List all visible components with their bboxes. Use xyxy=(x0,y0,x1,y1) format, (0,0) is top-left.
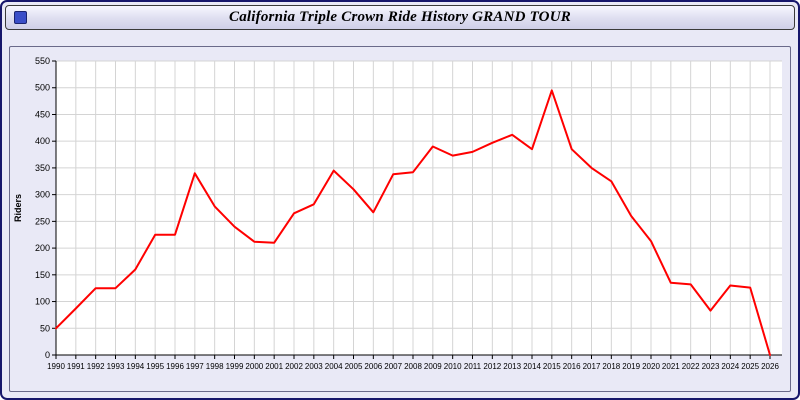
svg-text:2012: 2012 xyxy=(483,362,501,371)
chart-title: California Triple Crown Ride History GRA… xyxy=(229,9,571,25)
svg-text:500: 500 xyxy=(35,83,50,93)
svg-text:2004: 2004 xyxy=(325,362,343,371)
svg-text:2002: 2002 xyxy=(285,362,303,371)
svg-text:2016: 2016 xyxy=(563,362,581,371)
svg-text:450: 450 xyxy=(35,109,50,119)
svg-text:2006: 2006 xyxy=(364,362,382,371)
svg-text:300: 300 xyxy=(35,190,50,200)
title-bar: California Triple Crown Ride History GRA… xyxy=(5,5,795,30)
svg-text:2003: 2003 xyxy=(305,362,323,371)
svg-text:2017: 2017 xyxy=(583,362,601,371)
svg-text:1991: 1991 xyxy=(67,362,85,371)
svg-text:200: 200 xyxy=(35,243,50,253)
svg-text:50: 50 xyxy=(40,323,50,333)
svg-text:2014: 2014 xyxy=(523,362,541,371)
svg-text:1997: 1997 xyxy=(186,362,204,371)
svg-text:2013: 2013 xyxy=(503,362,521,371)
svg-text:550: 550 xyxy=(35,56,50,66)
svg-text:1998: 1998 xyxy=(206,362,224,371)
svg-text:150: 150 xyxy=(35,270,50,280)
svg-text:100: 100 xyxy=(35,297,50,307)
svg-text:2008: 2008 xyxy=(404,362,422,371)
svg-text:2023: 2023 xyxy=(702,362,720,371)
svg-text:1995: 1995 xyxy=(146,362,164,371)
svg-text:2009: 2009 xyxy=(424,362,442,371)
svg-text:1992: 1992 xyxy=(87,362,105,371)
svg-text:2019: 2019 xyxy=(622,362,640,371)
chart-panel: 0 50 100 150 200 250 300 350 400 450 500 550 1990 199… xyxy=(9,46,791,392)
svg-text:250: 250 xyxy=(35,216,50,226)
svg-text:2024: 2024 xyxy=(721,362,739,371)
svg-text:2018: 2018 xyxy=(602,362,620,371)
svg-text:2026: 2026 xyxy=(761,362,779,371)
svg-text:2000: 2000 xyxy=(245,362,263,371)
svg-text:2021: 2021 xyxy=(662,362,680,371)
svg-text:400: 400 xyxy=(35,136,50,146)
svg-text:2011: 2011 xyxy=(464,362,482,371)
svg-text:2022: 2022 xyxy=(682,362,700,371)
svg-text:2020: 2020 xyxy=(642,362,660,371)
svg-text:Riders: Riders xyxy=(13,194,23,222)
svg-text:2007: 2007 xyxy=(384,362,402,371)
window-icon xyxy=(14,11,27,24)
svg-text:2005: 2005 xyxy=(345,362,363,371)
svg-text:1996: 1996 xyxy=(166,362,184,371)
svg-text:2001: 2001 xyxy=(265,362,283,371)
svg-text:1993: 1993 xyxy=(107,362,125,371)
svg-text:1999: 1999 xyxy=(226,362,244,371)
svg-text:350: 350 xyxy=(35,163,50,173)
svg-text:2010: 2010 xyxy=(444,362,462,371)
svg-text:1994: 1994 xyxy=(126,362,144,371)
svg-text:2025: 2025 xyxy=(741,362,759,371)
svg-text:0: 0 xyxy=(45,350,50,360)
svg-text:1990: 1990 xyxy=(47,362,65,371)
svg-text:2015: 2015 xyxy=(543,362,561,371)
